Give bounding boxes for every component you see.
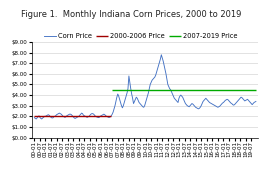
Line: Corn Price: Corn Price xyxy=(34,55,256,119)
Legend: Corn Price, 2000-2006 Price, 2007-2019 Price: Corn Price, 2000-2006 Price, 2007-2019 P… xyxy=(44,33,237,39)
Corn Price xyxy=(69,113,72,115)
Corn Price xyxy=(48,115,52,117)
Corn Price xyxy=(181,96,184,98)
Corn Price xyxy=(240,97,244,99)
Corn Price xyxy=(35,118,38,120)
Corn Price xyxy=(33,117,36,119)
Corn Price xyxy=(160,54,163,56)
Text: Figure 1.  Monthly Indiana Corn Prices, 2000 to 2019: Figure 1. Monthly Indiana Corn Prices, 2… xyxy=(21,10,242,19)
Corn Price xyxy=(254,100,257,103)
Corn Price xyxy=(43,115,46,117)
Corn Price xyxy=(109,116,112,118)
